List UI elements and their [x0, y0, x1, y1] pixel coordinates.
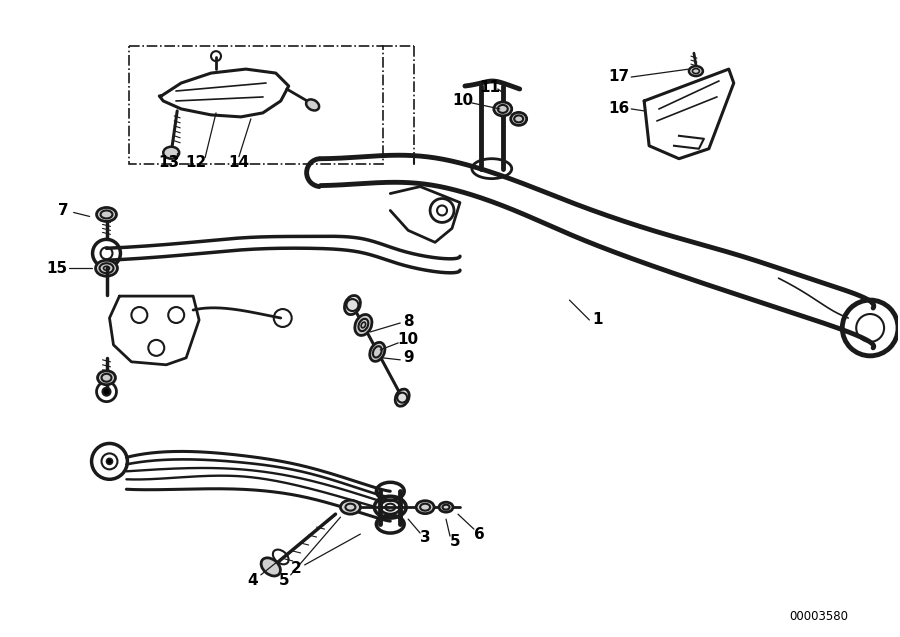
- Circle shape: [103, 388, 111, 396]
- Ellipse shape: [439, 502, 453, 512]
- Text: 6: 6: [474, 527, 485, 541]
- Ellipse shape: [370, 342, 385, 361]
- FancyBboxPatch shape: [130, 47, 383, 164]
- Text: 12: 12: [185, 155, 207, 170]
- Text: 11: 11: [480, 80, 500, 94]
- Text: 14: 14: [229, 155, 249, 170]
- Text: 1: 1: [592, 313, 603, 327]
- Ellipse shape: [510, 112, 526, 125]
- Ellipse shape: [355, 315, 372, 336]
- Ellipse shape: [345, 296, 360, 315]
- Ellipse shape: [97, 371, 115, 385]
- Ellipse shape: [261, 558, 281, 576]
- Ellipse shape: [381, 500, 400, 514]
- Text: 16: 16: [608, 101, 630, 117]
- Text: 7: 7: [58, 203, 69, 218]
- Ellipse shape: [416, 501, 434, 513]
- Text: 15: 15: [46, 261, 68, 276]
- Circle shape: [106, 459, 112, 464]
- Ellipse shape: [340, 500, 360, 514]
- Text: 5: 5: [450, 534, 460, 548]
- Text: 8: 8: [403, 315, 413, 329]
- Ellipse shape: [96, 208, 116, 222]
- Text: 2: 2: [291, 561, 302, 576]
- Text: 17: 17: [608, 69, 630, 83]
- Ellipse shape: [689, 66, 703, 76]
- Ellipse shape: [163, 147, 179, 159]
- Text: 10: 10: [398, 333, 418, 347]
- Text: 9: 9: [403, 350, 413, 366]
- Text: 5: 5: [278, 573, 289, 589]
- Ellipse shape: [395, 389, 410, 406]
- Ellipse shape: [374, 496, 406, 518]
- Ellipse shape: [494, 102, 512, 116]
- Text: 00003580: 00003580: [789, 610, 848, 623]
- Ellipse shape: [306, 99, 319, 110]
- Ellipse shape: [95, 261, 118, 276]
- Text: 4: 4: [248, 573, 258, 589]
- Text: 10: 10: [453, 94, 473, 108]
- Text: 3: 3: [419, 529, 430, 545]
- Text: 13: 13: [158, 155, 180, 170]
